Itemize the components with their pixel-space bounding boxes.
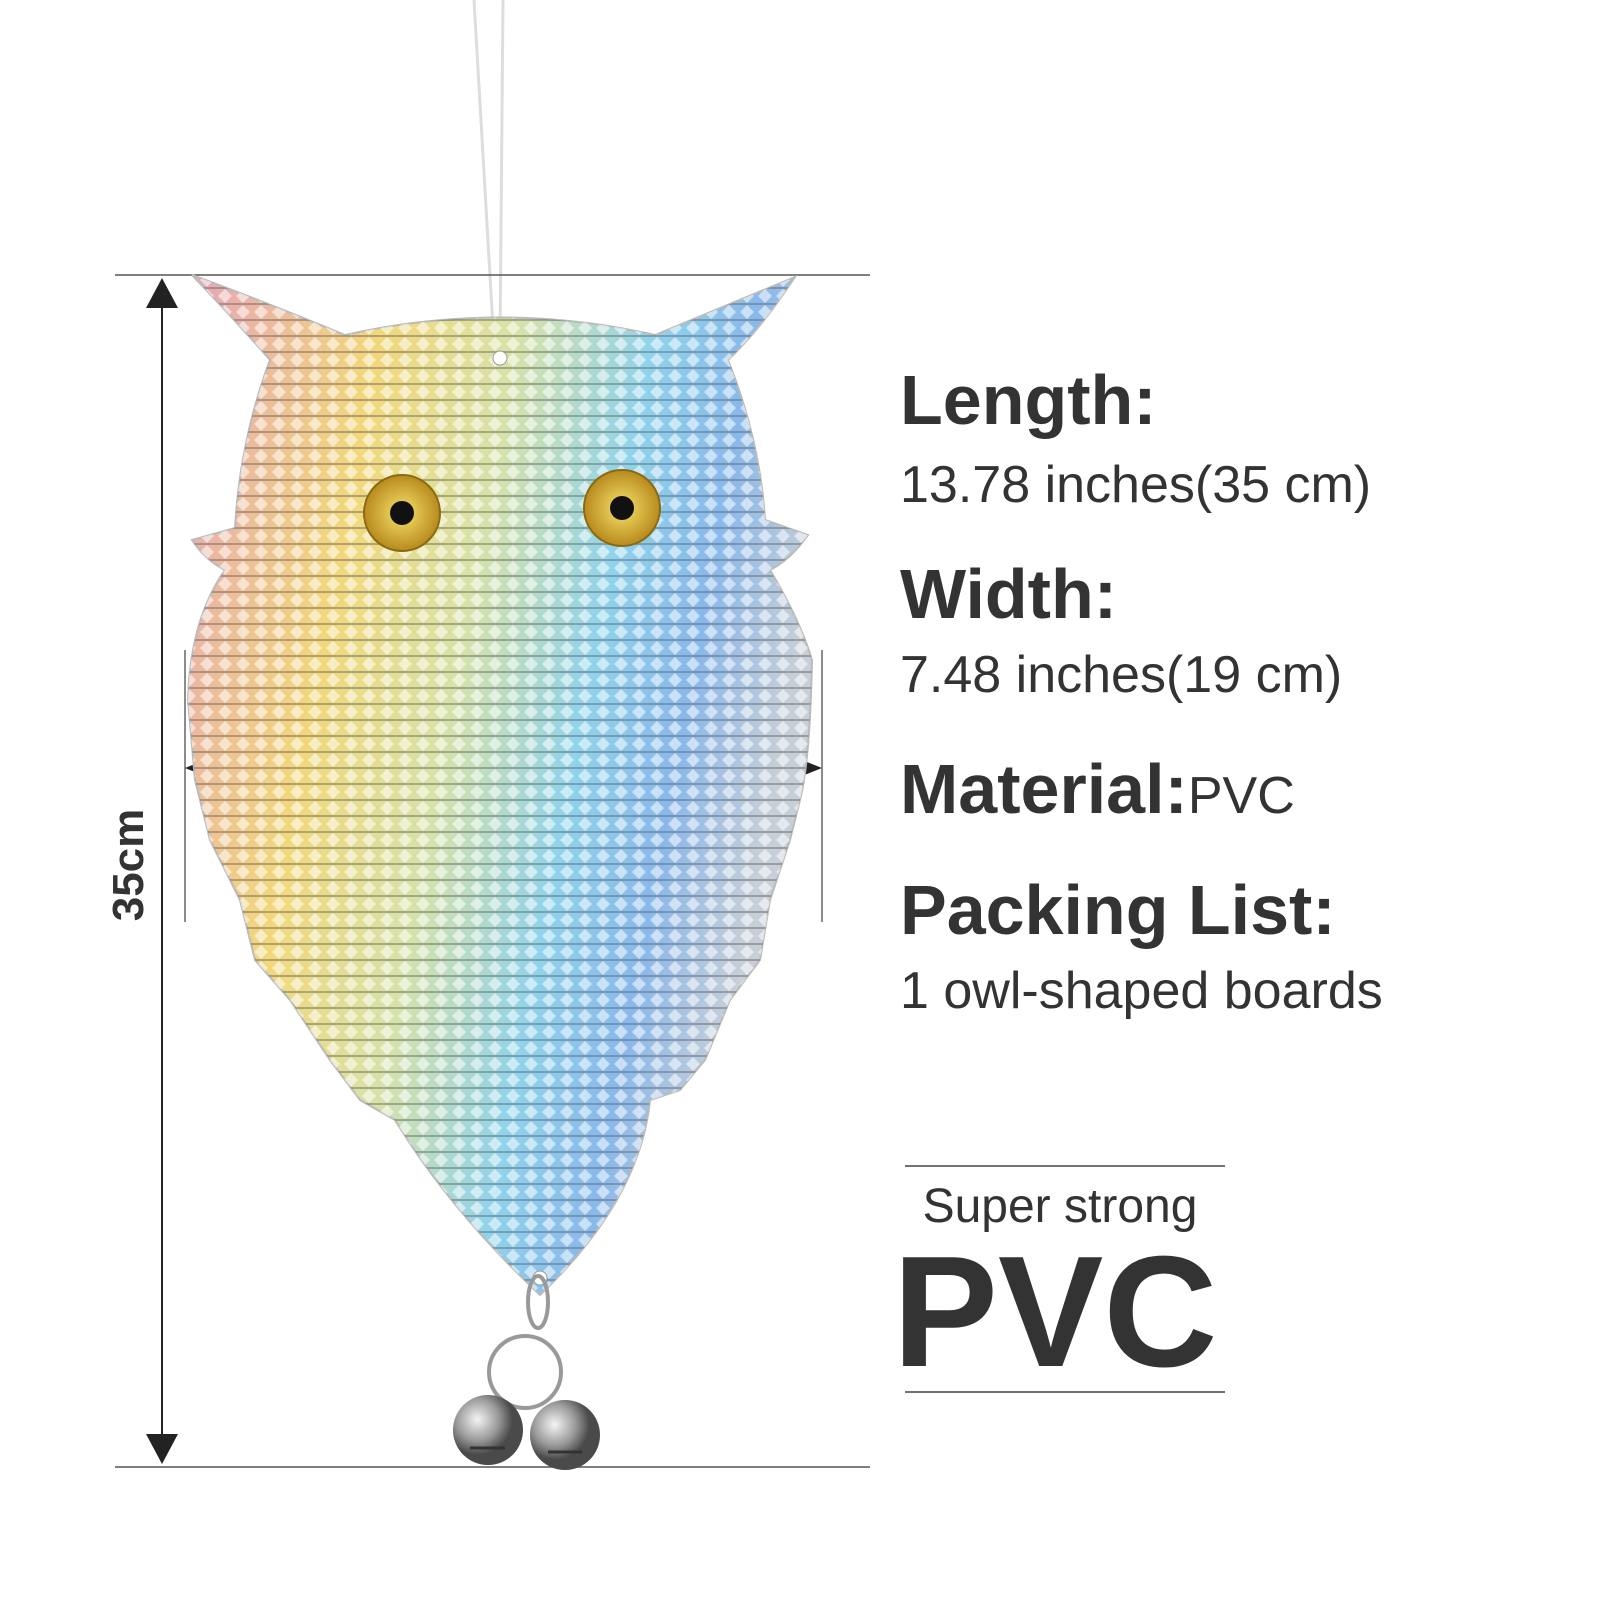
spec-line: Material:PVC bbox=[900, 750, 1295, 828]
badge-title: PVC bbox=[893, 1224, 1218, 1400]
string bbox=[498, 0, 505, 346]
spec-label: Width: bbox=[900, 555, 1117, 633]
spec-value: 1 owl-shaped boards bbox=[900, 962, 1383, 1020]
badge: Super strong PVC bbox=[893, 1165, 1225, 1400]
specs: Length: 13.78 inches(35 cm) Width: 7.48 … bbox=[900, 361, 1383, 1020]
spec-value: 13.78 inches(35 cm) bbox=[900, 456, 1371, 514]
badge-subtitle: Super strong bbox=[923, 1180, 1198, 1233]
string bbox=[472, 0, 496, 346]
dimension-label: 35cm bbox=[104, 809, 153, 922]
spec-value: PVC bbox=[1188, 767, 1295, 825]
owl bbox=[186, 274, 814, 1297]
spec-label: Packing List: bbox=[900, 871, 1336, 949]
bells bbox=[453, 1270, 600, 1470]
spec-label: Material: bbox=[900, 750, 1188, 828]
spec-label: Length: bbox=[900, 361, 1157, 439]
spec-value: 7.48 inches(19 cm) bbox=[900, 646, 1342, 704]
